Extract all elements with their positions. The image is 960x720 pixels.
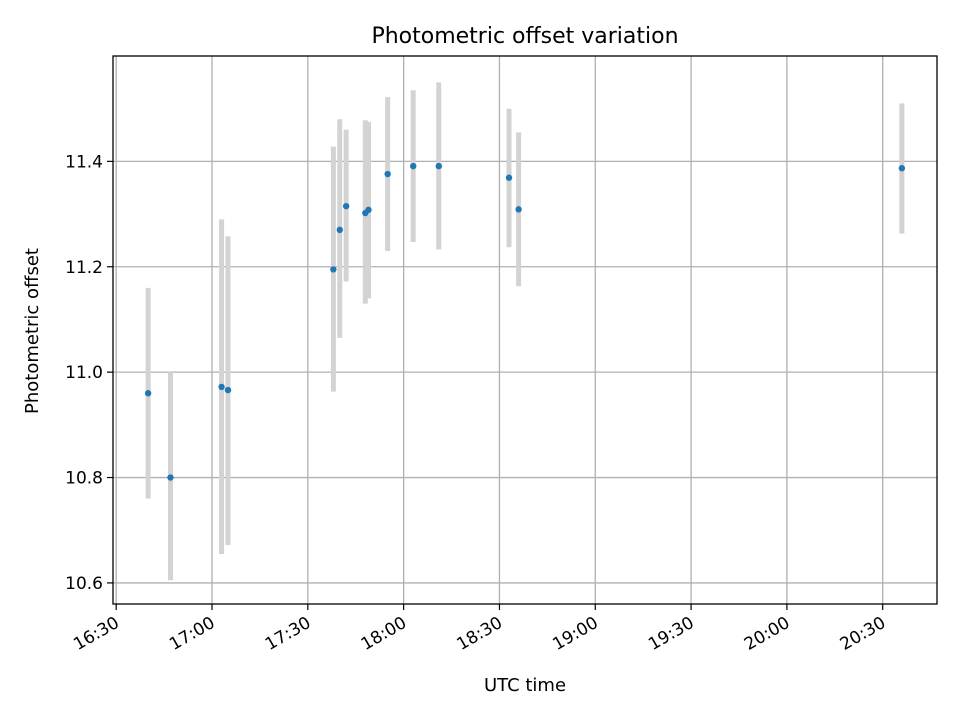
x-tick-label: 20:30	[837, 613, 889, 655]
y-tick-label: 11.4	[65, 152, 103, 172]
y-axis-label: Photometric offset	[22, 248, 43, 414]
x-axis-label: UTC time	[484, 675, 566, 696]
x-tick-label: 18:30	[454, 613, 506, 655]
data-point	[330, 266, 337, 273]
y-tick-label: 11.0	[65, 363, 103, 383]
y-tick-label: 10.8	[65, 469, 103, 489]
data-point	[167, 474, 174, 481]
data-point	[515, 206, 522, 213]
data-point	[898, 165, 906, 172]
x-tick-label: 17:30	[262, 613, 314, 655]
x-axis-ticks: 16:30 17:00 17:30 18:00 18:30 19:00 19:30 20:00…	[70, 604, 889, 655]
x-tick-label: 18:00	[358, 613, 410, 655]
data-point	[218, 383, 225, 391]
errorbars	[145, 82, 905, 581]
x-tick-label: 19:00	[549, 613, 601, 655]
data-point	[336, 226, 343, 234]
data-point	[410, 162, 417, 170]
y-tick-label: 11.2	[65, 258, 103, 278]
data-point	[384, 170, 391, 178]
y-tick-label: 10.6	[65, 574, 103, 594]
data-point	[224, 386, 232, 394]
x-tick-label: 19:30	[645, 613, 697, 655]
data-point	[365, 206, 372, 214]
data-point	[505, 174, 513, 181]
grid	[113, 56, 937, 604]
data-point	[435, 162, 442, 170]
data-points	[144, 162, 906, 481]
x-tick-label: 16:30	[70, 613, 122, 655]
x-tick-label: 20:00	[741, 613, 793, 655]
chart-title: Photometric offset variation	[371, 24, 678, 49]
x-tick-label: 17:00	[166, 613, 218, 655]
plot-frame	[112, 55, 938, 605]
y-axis-ticks: 10.6 10.8 11.0 11.2 11.4	[65, 152, 113, 594]
data-point	[144, 390, 152, 397]
data-point	[342, 202, 350, 210]
